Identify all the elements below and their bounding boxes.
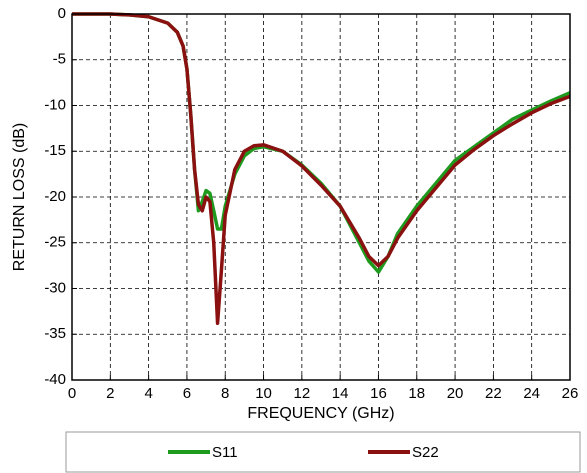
x-tick-label: 2	[106, 385, 114, 402]
x-tick-label: 12	[294, 385, 311, 402]
legend-label: S11	[212, 444, 238, 461]
plot-frame	[71, 13, 571, 381]
y-tick-label: -40	[44, 371, 66, 388]
y-tick-label: -5	[53, 51, 66, 68]
y-tick-label: -15	[44, 142, 66, 159]
x-tick-label: 22	[485, 385, 502, 402]
y-tick-label: 0	[58, 5, 66, 22]
y-tick-label: -10	[44, 96, 66, 113]
series-line	[72, 12, 571, 326]
y-tick-label: -20	[44, 188, 66, 205]
x-tick-label: 4	[144, 385, 152, 402]
x-tick-label: 8	[221, 385, 229, 402]
legend-box	[65, 431, 581, 473]
legend-label: S22	[412, 444, 439, 461]
y-tick-label: -30	[44, 279, 66, 296]
x-tick-label: 24	[523, 385, 540, 402]
y-axis-title: RETURN LOSS (dB)	[11, 123, 28, 271]
y-tick-label: -25	[44, 234, 66, 251]
x-tick-label: 18	[408, 385, 425, 402]
x-tick-label: 16	[370, 385, 387, 402]
x-tick-label: 10	[255, 385, 272, 402]
x-tick-label: 20	[447, 385, 464, 402]
x-axis-title: FREQUENCY (GHz)	[247, 405, 394, 422]
y-tick-label: -35	[44, 325, 66, 342]
x-tick-label: 0	[68, 385, 76, 402]
x-tick-label: 26	[562, 385, 579, 402]
x-tick-label: 6	[183, 385, 191, 402]
x-tick-label: 14	[332, 385, 349, 402]
